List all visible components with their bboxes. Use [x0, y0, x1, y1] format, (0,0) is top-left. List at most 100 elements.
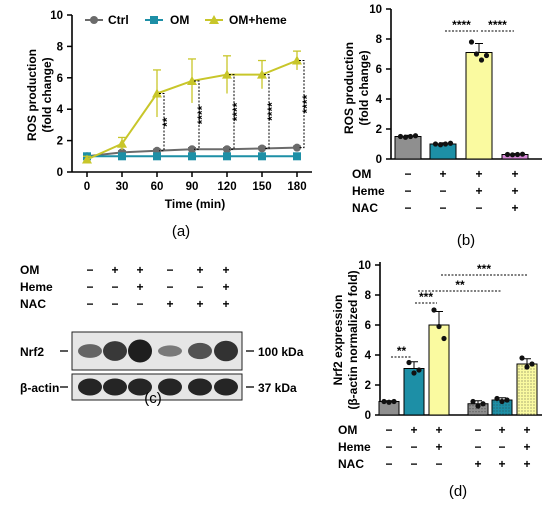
series-2-point: [152, 88, 162, 98]
panel-d-point: [406, 359, 412, 366]
panel-d-bar-dot: [521, 365, 523, 367]
panel-b: ROS production (fold change) 0 2 4 6 8 10 ***…: [342, 4, 542, 249]
panel-b-sig-2-label: ****: [488, 18, 507, 32]
panel-d-bar-dot: [469, 405, 471, 407]
legend-ctrl-label: Ctrl: [108, 13, 129, 27]
panel-a-ytick-label: 4: [57, 104, 64, 116]
panel-b-cond-label: OM: [352, 167, 371, 181]
legend-omheme-marker: [209, 15, 219, 24]
blot-cond-sign: +: [222, 263, 229, 277]
panel-b-point: [437, 142, 444, 148]
panel-d-bar-dot: [484, 408, 486, 410]
panel-d-bar-dot: [524, 401, 526, 403]
panel-a-ytick-label: 6: [57, 73, 63, 85]
panel-d-bar-dot: [530, 395, 532, 397]
panel-b-point: [473, 51, 480, 57]
blot-band-label: Nrf2: [20, 345, 44, 359]
panel-d-point: [441, 335, 447, 342]
panel-d-bar-dot: [530, 374, 532, 376]
panel-d-point: [386, 399, 392, 405]
panel-a-xtick-label: 150: [252, 181, 271, 193]
panel-a-ytick-label: 10: [50, 10, 63, 22]
panel-b-point: [412, 133, 419, 139]
blot-band: [188, 378, 212, 396]
panel-d-cond-sign: −: [474, 440, 481, 454]
panel-d-bar-dot: [530, 404, 532, 406]
panel-b-point: [468, 39, 475, 45]
panel-d-bar-dot: [533, 377, 535, 379]
panel-d-point: [475, 403, 481, 409]
panel-d-label: (d): [449, 483, 467, 500]
panel-b-cond-label: NAC: [352, 201, 378, 215]
panel-d-bar-dot: [518, 410, 520, 412]
panel-d-bar-dot: [527, 407, 529, 409]
panel-b-point: [504, 151, 511, 158]
panel-d-bar-dot: [484, 411, 486, 413]
panel-a-xtick-label: 90: [186, 181, 199, 193]
panel-a-label: (a): [172, 223, 190, 240]
panel-d-bar-dot: [524, 398, 526, 400]
panel-d-bar-dot: [499, 410, 501, 412]
blot-cond-sign: +: [222, 280, 229, 294]
panel-d-bar-dot: [527, 413, 529, 415]
panel-d-bar-dot: [518, 407, 520, 409]
panel-b-cond-sign: −: [404, 184, 411, 198]
panel-d-bar-dot: [533, 389, 535, 391]
panel-d-bar-dot: [524, 404, 526, 406]
panel-d-cond-sign: +: [435, 440, 442, 454]
panel-d-bar-dot: [493, 407, 495, 409]
panel-d-sig-3-label: **: [455, 278, 465, 292]
blot-cond-sign: −: [196, 280, 203, 294]
panel-a-sig-bracket: [299, 60, 305, 149]
panel-b-point: [447, 140, 454, 146]
panel-d-point: [529, 361, 535, 367]
blot-band: [78, 344, 102, 358]
panel-c: OM − + + − + + Heme − − + − − + NAC − − − + + + Nrf2 100 kDa β-…: [20, 263, 304, 407]
panel-a-sig-label: ****: [265, 102, 279, 121]
panel-d-bar-dot: [527, 380, 529, 382]
panel-d-bar-dot: [527, 395, 529, 397]
panel-d-bar-dot: [499, 407, 501, 409]
panel-d-bar-dot: [472, 411, 474, 413]
panel-d-bar-dot: [521, 395, 523, 397]
series-2-point: [257, 69, 267, 79]
panel-d-bar-dot: [469, 408, 471, 410]
panel-a-xtick-label: 120: [217, 181, 236, 193]
panel-d-cond-label: OM: [338, 423, 357, 437]
blot-size-label: 100 kDa: [258, 345, 304, 359]
series-2-point: [292, 55, 302, 65]
panel-d-bar-dot: [524, 407, 526, 409]
panel-d-bar-dot: [533, 410, 535, 412]
panel-d-bar-dot: [527, 371, 529, 373]
panel-b-cond-sign: +: [511, 201, 518, 215]
blot-cond-sign: +: [196, 297, 203, 311]
panel-d-bar-dot: [527, 389, 529, 391]
panel-d-sig-1-label: **: [397, 344, 407, 358]
panel-a-sig-bracket: [159, 93, 165, 152]
panel-d-bar-dot: [533, 407, 535, 409]
panel-d-point: [504, 397, 510, 403]
series-2-point: [222, 69, 232, 79]
panel-d-bar-dot: [524, 383, 526, 385]
panel-b-ytick-label: 8: [376, 34, 383, 46]
legend-ctrl-marker: [90, 16, 98, 24]
panel-d-bar-dot: [502, 413, 504, 415]
panel-d-ytick-label: 6: [365, 320, 371, 332]
panel-b-cond-sign: −: [475, 201, 482, 215]
blot-band: [103, 378, 127, 396]
legend-om-label: OM: [170, 13, 189, 27]
panel-d-cond-label: Heme: [338, 440, 371, 454]
series-0-point: [293, 143, 301, 152]
panel-d-point: [470, 398, 476, 405]
panel-d-cond-sign: +: [523, 423, 530, 437]
blot-cond-label: NAC: [20, 297, 46, 311]
blot-cond-label: Heme: [20, 280, 53, 294]
panel-b-point: [509, 152, 516, 158]
blot-cond-sign: −: [166, 263, 173, 277]
panel-d-cond-sign: +: [498, 423, 505, 437]
panel-d-bar-dot: [533, 404, 535, 406]
panel-d-bar-dot: [524, 389, 526, 391]
panel-d-bar-dot: [530, 398, 532, 400]
panel-d-bar-dot: [533, 368, 535, 370]
blot-cond-sign: −: [111, 280, 118, 294]
